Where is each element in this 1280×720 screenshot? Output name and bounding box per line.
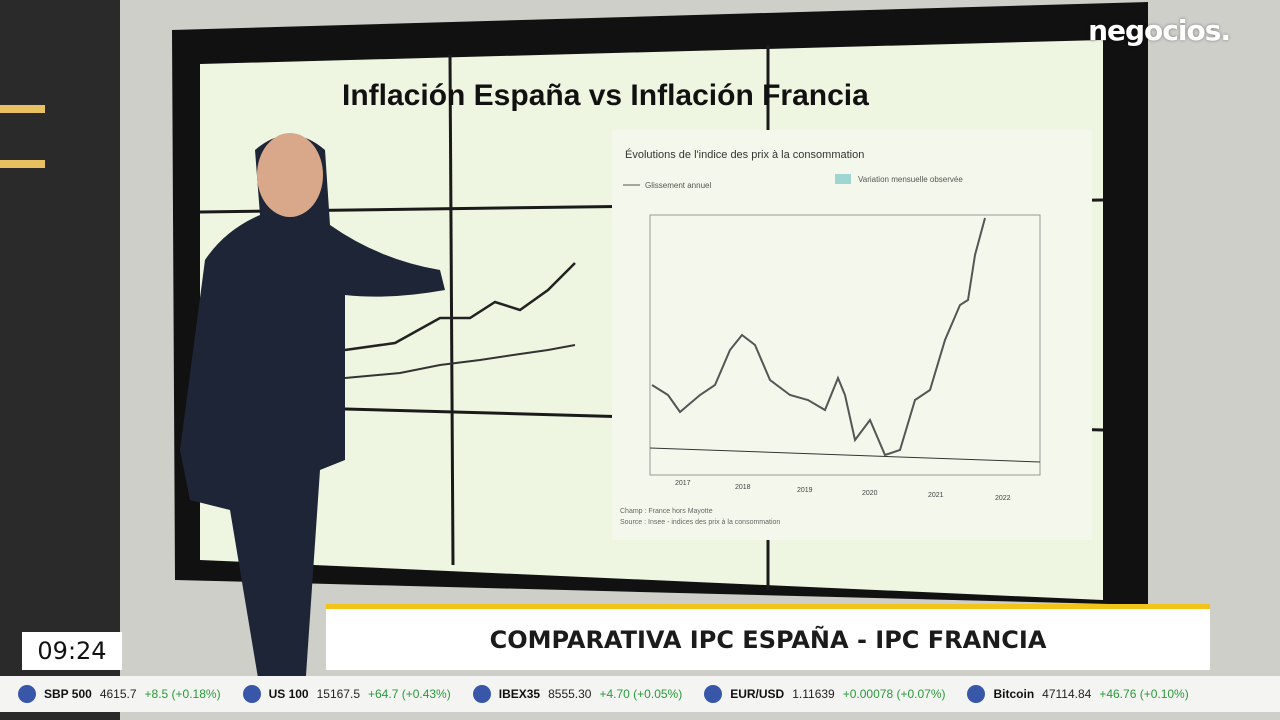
ticker-value: 47114.84 [1042,687,1092,701]
ticker-change: +0.00078 (+0.07%) [842,687,946,701]
year-label: 2019 [797,487,813,494]
legend-swatch [835,174,851,184]
ticker-icon [704,685,723,703]
french-chart-panel [612,130,1092,540]
ticker-value: 1.11639 [792,687,835,701]
ticker-item: SBP 500 4615.7 +8.5 (+0.18%) [18,685,221,703]
year-label: 2022 [995,495,1011,502]
lower-third: COMPARATIVA IPC ESPAÑA - IPC FRANCIA [326,604,1210,670]
ticker-value: 4615.7 [99,687,137,701]
ticker-icon [967,685,986,703]
channel-logo: negocios. [1088,14,1231,47]
screen-title: Inflación España vs Inflación Francia [342,79,869,112]
studio-wall [0,0,120,720]
spain-general-line [344,262,576,352]
ticker-change: +46.76 (+0.10%) [1099,687,1189,701]
ticker-change: +4.70 (+0.05%) [599,687,683,701]
year-label: 2018 [735,484,751,491]
year-label: 2021 [928,492,944,499]
ticker-name: SBP 500 [44,687,92,701]
french-inflation-line [651,217,986,457]
french-chart-title: Évolutions de l'indice des prix à la con… [625,148,864,161]
clock: 09:24 [22,632,122,670]
spain-core-line [344,344,576,379]
french-plot [649,214,1041,476]
ticker-name: US 100 [268,687,309,701]
ticker-name: EUR/USD [730,687,785,701]
ticker-icon [18,685,36,703]
market-ticker: SBP 500 4615.7 +8.5 (+0.18%) US 100 15167.5 +… [0,676,1280,712]
legend-item: Glissement annuel [645,181,711,190]
ticker-change: +8.5 (+0.18%) [144,687,221,701]
ticker-name: Bitcoin [993,687,1035,701]
ticker-item: EUR/USD 1.11639 +0.00078 (+0.07%) [704,685,945,703]
ticker-item: Bitcoin 47114.84 +46.76 (+0.10%) [967,685,1189,703]
chart-source: Source : Insee - indices des prix à la c… [620,519,780,526]
ticker-value: 15167.5 [316,687,360,701]
chart-field: Champ : France hors Mayotte [620,508,713,515]
ticker-item: IBEX35 8555.30 +4.70 (+0.05%) [472,685,683,703]
year-label: 2017 [675,480,691,487]
studio-light [0,160,45,168]
ticker-name: IBEX35 [498,687,541,701]
ticker-icon [472,685,491,703]
studio-light [0,105,45,113]
screen-seam [448,54,455,566]
year-label: 2020 [862,490,878,497]
presenter-head [257,133,323,217]
ticker-icon [242,685,261,703]
ticker-change: +64.7 (+0.43%) [368,687,451,701]
legend-item: Variation mensuelle observée [858,175,963,184]
ticker-value: 8555.30 [548,687,592,701]
presenter [180,135,445,690]
zero-line [649,447,1041,463]
ticker-item: US 100 15167.5 +64.7 (+0.43%) [242,685,451,703]
